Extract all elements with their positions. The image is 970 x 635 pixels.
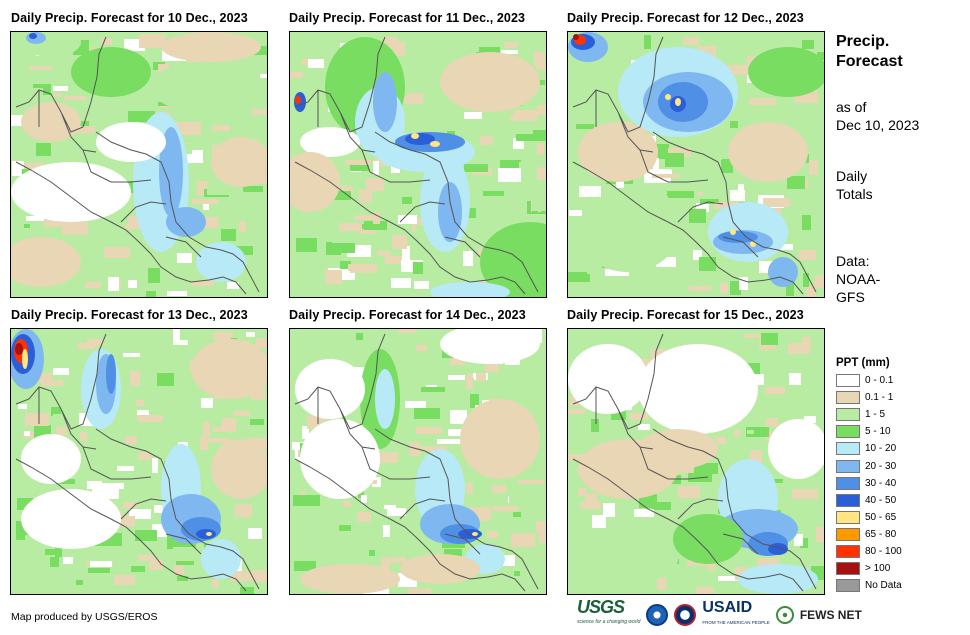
totals-label: Daily Totals (836, 167, 873, 203)
usgs-logo: USGS science for a changing world (577, 597, 641, 630)
legend-item: 5 - 10 (836, 423, 902, 440)
usaid-logo: USAID FROM THE AMERICAN PEOPLE (702, 600, 769, 630)
legend-item: 50 - 65 (836, 509, 902, 526)
as-of-line2: Dec 10, 2023 (836, 117, 920, 133)
legend-item: 20 - 30 (836, 457, 902, 474)
legend-item: > 100 (836, 560, 902, 577)
sidebar-title-line2: Forecast (836, 53, 903, 70)
legend-label: 50 - 65 (865, 511, 897, 523)
panel-title: Daily Precip. Forecast for 10 Dec., 2023 (11, 11, 248, 25)
legend-label: 30 - 40 (865, 477, 897, 489)
panel-title: Daily Precip. Forecast for 13 Dec., 2023 (11, 308, 248, 322)
legend-item: 65 - 80 (836, 526, 902, 543)
data-source: Data: NOAA- GFS (836, 252, 880, 306)
sidebar-title-line1: Precip. (836, 33, 890, 50)
legend-label: No Data (865, 580, 902, 592)
totals-line2: Totals (836, 186, 873, 202)
legend-swatch (836, 527, 860, 541)
precip-map (289, 31, 547, 298)
partner-logos: USGS science for a changing world USAID … (577, 597, 862, 630)
fewsnet-logo-text: FEWS NET (799, 608, 862, 622)
panel-title: Daily Precip. Forecast for 14 Dec., 2023 (289, 308, 526, 322)
legend-title: PPT (mm) (836, 357, 890, 369)
legend-item: No Data (836, 577, 902, 594)
legend-swatch (836, 391, 860, 405)
legend-swatch (836, 374, 860, 388)
legend-label: 0 - 0.1 (865, 375, 894, 387)
legend-label: 40 - 50 (865, 494, 897, 506)
legend-label: 10 - 20 (865, 443, 897, 455)
precip-map (289, 328, 547, 595)
totals-line1: Daily (836, 168, 868, 184)
panel-title: Daily Precip. Forecast for 11 Dec., 2023 (289, 11, 526, 25)
legend-item: 40 - 50 (836, 492, 902, 509)
source-line3: GFS (836, 289, 865, 305)
legend-swatch (836, 476, 860, 490)
legend-item: 0.1 - 1 (836, 389, 902, 406)
legend-swatch (836, 562, 860, 576)
legend-item: 0 - 0.1 (836, 372, 902, 389)
legend-swatch (836, 493, 860, 507)
usgs-logo-text: USGS (577, 597, 625, 617)
legend-item: 30 - 40 (836, 475, 902, 492)
legend-swatch (836, 425, 860, 439)
usaid-logo-text: USAID (702, 599, 753, 616)
legend-swatch (836, 408, 860, 422)
precip-map (567, 31, 825, 298)
legend-label: 65 - 80 (865, 528, 897, 540)
legend-swatch (836, 544, 860, 558)
panel-title: Daily Precip. Forecast for 12 Dec., 2023 (567, 11, 804, 25)
legend-label: 20 - 30 (865, 460, 897, 472)
legend-label: 80 - 100 (865, 545, 902, 557)
source-line2: NOAA- (836, 271, 881, 287)
legend-item: 80 - 100 (836, 543, 902, 560)
legend-swatch (836, 579, 860, 593)
panel-title: Daily Precip. Forecast for 15 Dec., 2023 (567, 308, 804, 322)
as-of-date: as of Dec 10, 2023 (836, 98, 919, 134)
precip-map (10, 328, 268, 595)
legend-label: > 100 (865, 563, 891, 575)
legend: PPT (mm) 0 - 0.1 0.1 - 1 1 - 5 5 - 10 10 - 2… (836, 357, 902, 594)
legend-item: 1 - 5 (836, 406, 902, 423)
sidebar-title: Precip. Forecast (836, 32, 903, 72)
legend-label: 0.1 - 1 (865, 392, 894, 404)
legend-swatch (836, 510, 860, 524)
legend-swatch (836, 459, 860, 473)
legend-item: 10 - 20 (836, 440, 902, 457)
legend-label: 1 - 5 (865, 409, 886, 421)
legend-swatch (836, 442, 860, 456)
as-of-line1: as of (836, 99, 867, 115)
precip-map (567, 328, 825, 595)
precip-map (10, 31, 268, 298)
source-line1: Data: (836, 253, 870, 269)
legend-rows: 0 - 0.1 0.1 - 1 1 - 5 5 - 10 10 - 20 20 - 30 3… (836, 372, 902, 594)
noaa-logo-icon (646, 604, 669, 626)
legend-label: 5 - 10 (865, 426, 891, 438)
usgs-tagline: science for a changing world (577, 619, 641, 625)
usaid-tagline: FROM THE AMERICAN PEOPLE (702, 620, 770, 625)
usaid-seal-icon (674, 604, 697, 626)
map-credit: Map produced by USGS/EROS (11, 611, 158, 623)
fewsnet-logo-icon (775, 606, 794, 624)
